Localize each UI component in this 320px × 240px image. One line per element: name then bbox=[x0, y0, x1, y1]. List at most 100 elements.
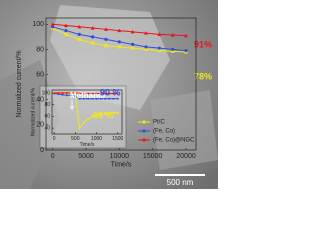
marker bbox=[74, 93, 77, 96]
marker bbox=[112, 97, 115, 100]
marker bbox=[64, 28, 68, 33]
marker bbox=[130, 29, 135, 34]
marker bbox=[64, 23, 68, 28]
legend-label: (Fe, Co)@NGC bbox=[153, 138, 195, 144]
marker bbox=[52, 91, 56, 94]
y-tick-label: 60 bbox=[44, 114, 50, 120]
marker bbox=[108, 92, 111, 95]
marker bbox=[95, 114, 98, 117]
annotation: 66 % bbox=[93, 110, 114, 120]
y-axis-label: Normalized current/% bbox=[30, 87, 36, 136]
marker bbox=[87, 117, 90, 120]
marker bbox=[131, 46, 135, 50]
marker bbox=[69, 91, 73, 94]
y-tick-label: 80 bbox=[44, 102, 50, 108]
series-line bbox=[54, 93, 118, 100]
marker bbox=[78, 92, 81, 95]
marker bbox=[65, 91, 69, 94]
marker bbox=[104, 112, 107, 115]
marker bbox=[117, 28, 122, 33]
marker bbox=[82, 92, 86, 95]
x-tick-label: 15000 bbox=[143, 153, 163, 160]
series-line bbox=[54, 92, 118, 130]
y-axis-label: Normalized current/% bbox=[16, 50, 23, 117]
chart: 0 5000 10000 15000 20000020406080100Time/sNo… bbox=[16, 17, 197, 169]
marker bbox=[184, 49, 188, 53]
x-tick-label: 0 bbox=[51, 153, 55, 160]
scale-bar-label: 500 nm bbox=[167, 178, 194, 187]
y-tick-label: 20 bbox=[36, 122, 44, 129]
x-tick-label: 1000 bbox=[91, 136, 102, 142]
marker bbox=[70, 94, 73, 97]
x-tick-label: 1500 bbox=[112, 136, 123, 142]
plot-frame bbox=[45, 17, 197, 151]
y-tick-label: 40 bbox=[44, 125, 50, 131]
marker bbox=[116, 111, 119, 114]
marker bbox=[82, 97, 85, 100]
legend-label: (Fe, Co) bbox=[153, 129, 175, 135]
marker bbox=[77, 24, 82, 29]
x-axis-label: Time/s bbox=[80, 142, 95, 148]
marker bbox=[61, 93, 64, 96]
y-tick-label: 100 bbox=[32, 21, 44, 28]
series-line bbox=[54, 92, 118, 95]
marker bbox=[108, 112, 111, 115]
x-tick-label: 0 bbox=[53, 136, 56, 142]
marker bbox=[144, 47, 148, 52]
x-tick-label: 20000 bbox=[176, 153, 196, 160]
x-tick-label: 5000 bbox=[78, 153, 94, 160]
x-tick-label: 500 bbox=[71, 136, 80, 142]
x-axis-label: Time/s bbox=[111, 162, 132, 169]
marker bbox=[91, 97, 94, 100]
marker bbox=[91, 35, 95, 39]
marker bbox=[117, 45, 121, 49]
marker bbox=[144, 31, 148, 35]
marker bbox=[157, 32, 162, 36]
annotation: 90 % bbox=[100, 87, 121, 97]
marker bbox=[104, 44, 108, 48]
marker bbox=[77, 32, 81, 36]
marker bbox=[108, 97, 111, 100]
marker bbox=[131, 42, 135, 47]
marker bbox=[112, 111, 115, 114]
y-tick-label: 0 bbox=[40, 147, 44, 154]
marker bbox=[78, 97, 81, 100]
marker bbox=[51, 25, 55, 29]
marker bbox=[86, 92, 90, 95]
marker bbox=[104, 27, 108, 31]
annotation: 91% bbox=[194, 39, 212, 49]
marker bbox=[64, 32, 68, 36]
marker bbox=[87, 97, 90, 100]
x-tick-label: 10000 bbox=[110, 153, 130, 160]
marker bbox=[99, 92, 102, 95]
marker bbox=[50, 22, 55, 26]
marker bbox=[157, 46, 161, 50]
methanol-arrow bbox=[69, 100, 75, 110]
marker bbox=[91, 92, 94, 95]
annotation: Methanol bbox=[70, 91, 105, 100]
marker bbox=[116, 97, 119, 100]
sem-particle bbox=[50, 5, 170, 110]
legend-marker bbox=[142, 138, 146, 142]
y-tick-label: 80 bbox=[36, 46, 44, 53]
marker bbox=[171, 49, 175, 53]
legend-label: Pt/C bbox=[153, 120, 165, 126]
marker bbox=[90, 26, 95, 30]
marker bbox=[99, 113, 102, 116]
marker bbox=[116, 92, 119, 95]
marker bbox=[112, 92, 115, 95]
marker bbox=[104, 97, 107, 100]
marker bbox=[104, 37, 108, 41]
marker bbox=[74, 91, 77, 94]
y-tick-label: 60 bbox=[36, 71, 44, 78]
marker bbox=[117, 40, 121, 44]
marker bbox=[78, 127, 81, 130]
marker bbox=[77, 37, 81, 41]
legend-marker bbox=[142, 129, 146, 133]
marker bbox=[103, 92, 107, 95]
marker bbox=[171, 47, 175, 52]
annotation: 78% bbox=[194, 71, 212, 81]
marker bbox=[91, 41, 95, 45]
marker bbox=[65, 94, 68, 97]
